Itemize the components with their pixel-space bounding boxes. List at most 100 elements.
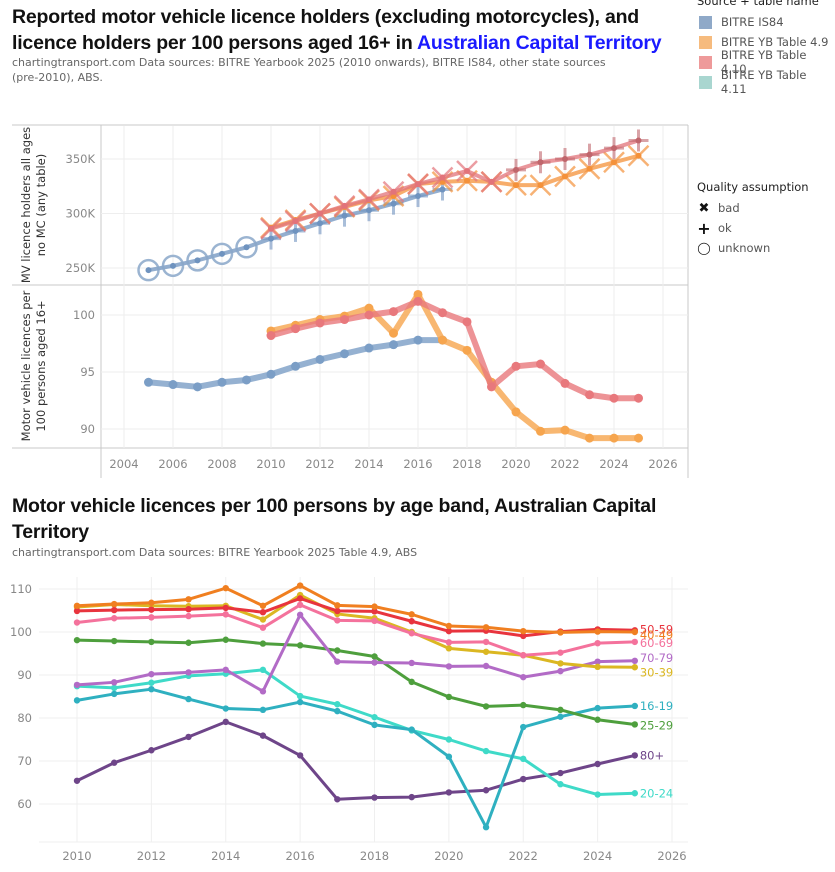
data-point bbox=[594, 626, 601, 633]
data-point bbox=[513, 166, 519, 173]
data-point bbox=[520, 775, 527, 783]
legend-swatch bbox=[699, 35, 712, 49]
data-point bbox=[438, 308, 447, 318]
legend-quality-item[interactable]: ✖ bad bbox=[697, 198, 809, 218]
data-point bbox=[185, 695, 192, 703]
data-point bbox=[266, 369, 276, 379]
data-point bbox=[634, 433, 643, 443]
data-point bbox=[631, 721, 639, 728]
legend-source-item[interactable]: BITRE YB Table 4.11 bbox=[697, 68, 835, 96]
data-point bbox=[185, 596, 192, 603]
x-tick-label: 2026 bbox=[657, 849, 686, 863]
data-point bbox=[464, 177, 470, 184]
data-point bbox=[110, 606, 118, 614]
data-point bbox=[340, 349, 349, 359]
legend-swatch bbox=[699, 55, 712, 69]
data-point bbox=[148, 747, 155, 754]
y-tick-label: 95 bbox=[80, 365, 95, 379]
data-point bbox=[511, 407, 521, 417]
data-point bbox=[291, 361, 300, 371]
data-point bbox=[482, 703, 490, 710]
chart1-subtitle: chartingtransport.com Data sources: BITR… bbox=[12, 55, 606, 85]
legend-source-item[interactable]: BITRE IS84 bbox=[697, 12, 835, 32]
series-end-label: 25-29 bbox=[640, 718, 673, 732]
x-tick-label: 2022 bbox=[509, 849, 538, 863]
data-point bbox=[557, 706, 564, 714]
data-point bbox=[594, 658, 601, 665]
series-end-label: 60-69 bbox=[640, 636, 673, 650]
data-point bbox=[110, 637, 118, 645]
data-point bbox=[371, 713, 378, 721]
series-panel1-bitre-is84 bbox=[137, 178, 453, 282]
data-point bbox=[389, 328, 398, 338]
legend-label: BITRE YB Table 4.9 bbox=[721, 35, 829, 49]
data-point bbox=[366, 196, 372, 203]
data-point bbox=[586, 151, 593, 158]
data-point bbox=[439, 186, 446, 193]
legend-quality-item[interactable]: ◯ unknown bbox=[697, 238, 809, 258]
data-point bbox=[520, 723, 527, 731]
data-point bbox=[631, 752, 639, 759]
data-point bbox=[148, 638, 155, 646]
data-point bbox=[296, 601, 304, 609]
data-point bbox=[413, 289, 423, 299]
data-point bbox=[193, 382, 202, 392]
legend-source-item[interactable]: BITRE YB Table 4.10 bbox=[697, 48, 835, 76]
data-point bbox=[148, 606, 155, 613]
data-point bbox=[144, 377, 153, 387]
series-end-label: 16-19 bbox=[640, 699, 673, 713]
series-end-label: 20-24 bbox=[640, 786, 673, 800]
data-point bbox=[268, 225, 274, 232]
y-tick-label: 100 bbox=[73, 308, 95, 322]
data-point bbox=[296, 595, 304, 602]
data-point bbox=[364, 303, 374, 313]
data-point bbox=[296, 752, 304, 759]
data-point bbox=[415, 193, 421, 200]
series-line bbox=[270, 298, 639, 402]
data-point bbox=[296, 698, 304, 706]
data-point bbox=[185, 639, 192, 646]
data-point bbox=[334, 602, 341, 609]
data-point bbox=[371, 603, 378, 610]
series-line bbox=[76, 613, 635, 693]
x-tick-label: 2024 bbox=[599, 457, 628, 471]
data-point bbox=[609, 393, 619, 403]
data-point bbox=[259, 616, 267, 623]
data-point bbox=[110, 601, 118, 608]
data-point bbox=[585, 433, 594, 443]
data-point bbox=[520, 673, 527, 681]
data-point bbox=[222, 670, 229, 677]
series-80+: 80+ bbox=[73, 718, 664, 803]
data-point bbox=[243, 244, 250, 251]
series-panel2-bitre-yb-table-4-9 bbox=[266, 289, 643, 443]
data-point bbox=[219, 250, 225, 257]
data-point bbox=[634, 393, 643, 403]
series-line bbox=[76, 720, 636, 801]
x-tick-label: 2004 bbox=[109, 457, 138, 471]
data-point bbox=[408, 793, 415, 801]
legend-source-item[interactable]: BITRE YB Table 4.9 bbox=[697, 32, 835, 52]
data-point bbox=[464, 167, 470, 174]
legend-swatch bbox=[699, 75, 712, 89]
legend-quality-item[interactable]: + ok bbox=[697, 218, 809, 238]
series-60-69: 60-69 bbox=[73, 601, 673, 659]
data-point bbox=[594, 791, 601, 798]
data-point bbox=[110, 679, 118, 686]
data-point bbox=[513, 182, 519, 189]
series-line bbox=[270, 153, 640, 230]
data-point bbox=[445, 645, 453, 652]
data-point bbox=[334, 701, 341, 708]
data-point bbox=[537, 182, 544, 189]
series-30-39: 30-39 bbox=[73, 591, 673, 679]
data-point bbox=[557, 769, 564, 777]
data-point bbox=[482, 627, 490, 634]
series-16-19: 16-19 bbox=[73, 685, 673, 831]
plus-icon: + bbox=[697, 218, 711, 238]
series-panel2-bitre-is84 bbox=[144, 335, 447, 392]
data-point bbox=[631, 638, 639, 646]
data-point bbox=[560, 378, 570, 388]
series-line bbox=[270, 291, 639, 442]
x-tick-label: 2020 bbox=[434, 849, 463, 863]
data-point bbox=[334, 707, 341, 715]
data-point bbox=[536, 426, 545, 436]
